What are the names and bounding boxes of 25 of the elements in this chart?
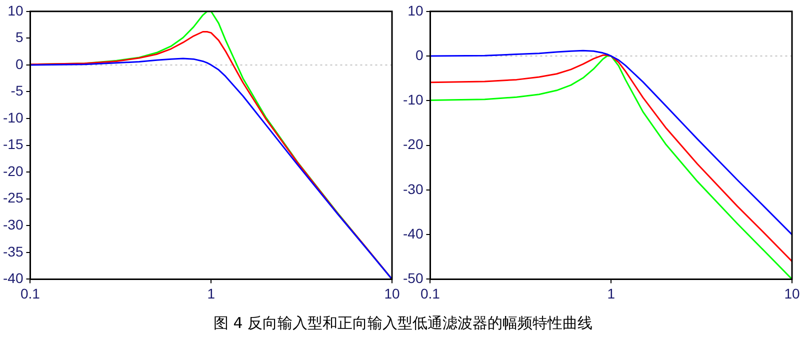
y-tick-label: -40 <box>403 225 424 242</box>
y-tick-label: -5 <box>10 82 24 99</box>
x-tick-label: 1 <box>607 285 616 302</box>
x-tick-label: 10 <box>784 285 800 302</box>
y-tick-label: -10 <box>3 109 24 126</box>
y-tick-label: -15 <box>3 136 24 152</box>
y-tick-label: -35 <box>3 243 24 260</box>
y-tick-label: -10 <box>403 92 424 108</box>
y-tick-label: 10 <box>8 2 24 18</box>
y-tick-label: 10 <box>408 2 424 18</box>
y-tick-label: -50 <box>403 270 424 286</box>
x-tick-label: 10 <box>384 285 400 302</box>
y-tick-label: 0 <box>15 56 24 72</box>
y-tick-label: -30 <box>403 180 424 197</box>
y-tick-label: -20 <box>403 136 424 152</box>
y-tick-label: 0 <box>415 46 424 63</box>
caption: 图 4 反向输入型和正向输入型低通滤波器的幅频特性曲线 <box>212 314 594 333</box>
x-tick-label: 0.1 <box>420 285 440 302</box>
x-tick-label: 0.1 <box>20 285 40 302</box>
y-tick-label: -30 <box>3 216 24 232</box>
y-tick-label: 5 <box>15 29 24 46</box>
y-tick-label: -20 <box>3 162 24 179</box>
x-tick-label: 1 <box>207 285 216 302</box>
y-tick-label: -25 <box>3 190 24 206</box>
y-tick-label: -40 <box>3 270 24 286</box>
